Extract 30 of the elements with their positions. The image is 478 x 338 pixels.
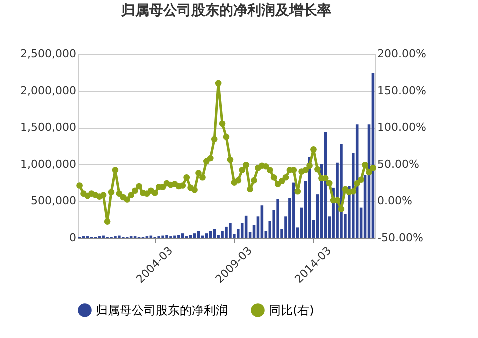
y2-tick-label: 0.00%: [378, 194, 412, 208]
y2-tick-label: -50.00%: [378, 232, 424, 244]
bar: [324, 132, 328, 238]
bar: [225, 226, 228, 238]
bar: [205, 234, 208, 238]
bar: [229, 223, 232, 238]
y-tick-label: 500,000: [31, 194, 76, 208]
legend-label: 归属母公司股东的净利润: [96, 303, 228, 318]
chart-title: 归属母公司股东的净利润及增长率: [120, 2, 332, 19]
bar: [193, 234, 196, 238]
bar: [276, 198, 280, 238]
bar: [292, 182, 296, 238]
y2-tick-label: 150.00%: [378, 84, 426, 98]
bar: [166, 235, 168, 238]
y-tick-label: 1,500,000: [20, 121, 76, 134]
y2-tick-label: 100.00%: [378, 121, 426, 134]
y-tick-label: 2,500,000: [20, 48, 76, 60]
y2-tick-label: 50.00%: [378, 158, 420, 171]
y-tick-label: 1,000,000: [20, 158, 76, 171]
bar: [181, 234, 184, 238]
y-tick-label: 0: [70, 232, 76, 244]
y2-tick-label: 200.00%: [378, 48, 426, 60]
bar: [178, 235, 180, 238]
bar: [244, 216, 248, 238]
bar: [260, 206, 264, 238]
y-tick-label: 2,000,000: [20, 84, 76, 98]
bar: [213, 229, 216, 238]
legend-label: 同比(右): [269, 303, 314, 318]
bar: [189, 235, 192, 238]
bar: [221, 231, 224, 238]
